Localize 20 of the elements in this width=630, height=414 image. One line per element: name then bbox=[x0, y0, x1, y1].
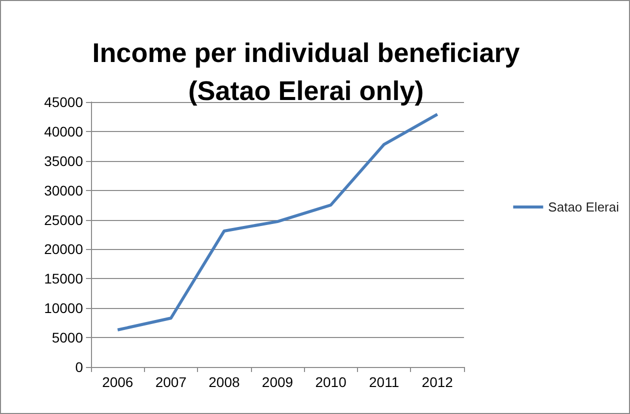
y-tick-label: 30000 bbox=[44, 182, 84, 198]
x-tick-label: 2006 bbox=[102, 374, 134, 390]
x-tick-label: 2009 bbox=[262, 374, 294, 390]
y-tick-label: 45000 bbox=[44, 94, 84, 110]
legend-label: Satao Elerai bbox=[548, 200, 620, 214]
x-tick-label: 2007 bbox=[155, 374, 187, 390]
x-tick-label: 2012 bbox=[422, 374, 454, 390]
y-tick-label: 20000 bbox=[44, 241, 84, 258]
x-tick-label: 2010 bbox=[315, 374, 347, 390]
y-tick-label: 40000 bbox=[44, 123, 84, 140]
y-tick-label: 0 bbox=[75, 359, 84, 375]
y-tick-label: 35000 bbox=[44, 152, 84, 169]
line-series bbox=[116, 112, 439, 332]
y-tick-label: 25000 bbox=[44, 212, 84, 228]
x-tick-label: 2011 bbox=[369, 374, 400, 390]
chart-title: Income per individual beneficiary (Satao Elerai only) bbox=[92, 38, 520, 106]
y-tick-label: 15000 bbox=[44, 270, 84, 287]
y-tick-label: 10000 bbox=[44, 300, 84, 316]
y-tick-label: 5000 bbox=[52, 330, 84, 346]
x-tick-label: 2008 bbox=[208, 374, 240, 390]
